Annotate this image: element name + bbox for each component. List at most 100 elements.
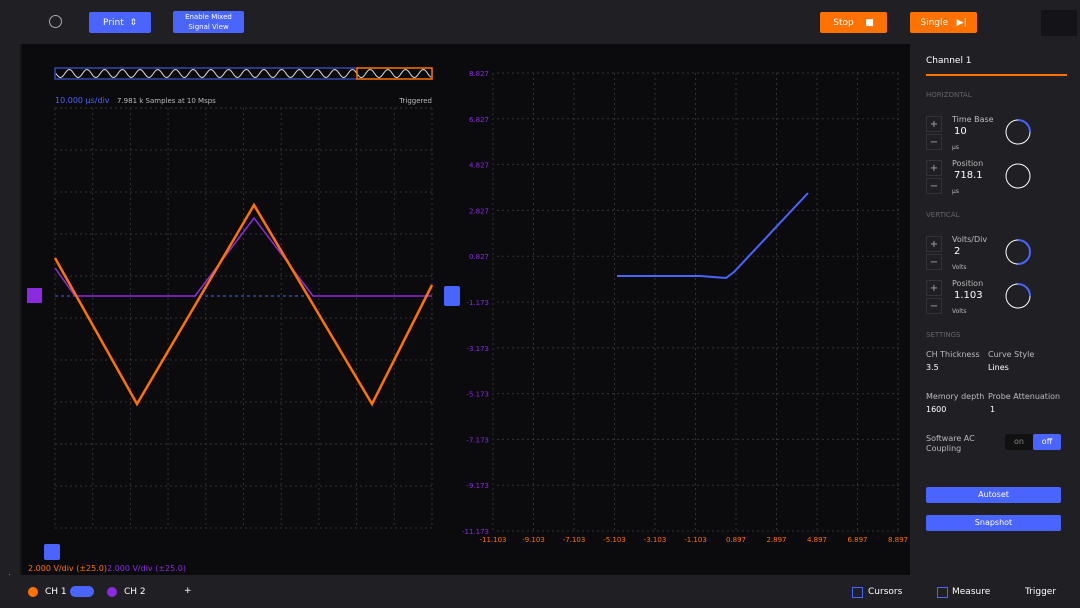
x-axis-label: -9.103 [522,536,545,544]
memory-depth-value[interactable]: 1600 [926,405,947,414]
measure-label[interactable]: Measure [952,587,991,597]
x-axis-label: -7.103 [563,536,586,544]
section-vertical: VERTICAL [926,211,960,219]
v-position-unit[interactable]: Volts [952,308,967,315]
ch1-scale: 2.000 V/div (±25.0) [28,564,107,573]
ch1-menu[interactable] [70,586,94,597]
ac-coupling-label: Software AC Coupling [926,434,975,453]
curve-style-value[interactable]: Lines [988,363,1009,372]
ch1-trace [53,202,434,407]
add-channel[interactable]: + [184,586,192,596]
probe-value[interactable]: 1 [990,405,996,414]
menu-button[interactable] [1041,10,1077,36]
plus[interactable]: + [926,236,942,252]
single-button[interactable]: Single ▶| [910,12,977,33]
print-label: Print [103,17,124,28]
cursors-check[interactable] [852,587,863,598]
section-horizontal: HORIZONTAL [926,91,972,99]
y-axis-label: -9.173 [466,482,489,490]
single-label: Single [920,17,949,28]
bottom-bar: CH 1 CH 2 + Cursors Measure Trigger [0,575,1080,608]
time-grid [54,107,433,529]
ch2-dot[interactable] [107,587,117,597]
y-axis-label: 8.827 [469,70,489,78]
minus[interactable]: − [926,254,942,270]
plus[interactable]: + [926,280,942,296]
volts-div-unit[interactable]: Volts [952,264,967,271]
h-position-unit[interactable]: µs [952,188,959,195]
knobs [1005,119,1031,309]
ch1-label[interactable]: CH 1 [45,587,67,597]
snapshot-button[interactable]: Snapshot [926,515,1061,531]
time-base-unit[interactable]: µs [952,144,959,151]
x-axis-label: 4.897 [807,536,827,544]
y-axis-label: -11.173 [462,528,489,536]
probe-label: Probe Attenuation [988,392,1061,401]
sidebar [0,44,20,575]
scroll-left[interactable] [44,544,60,560]
samples: 7.981 k Samples at 10 Msps [117,97,216,105]
x-axis-label: 6.897 [847,536,867,544]
ch-thickness-label: CH Thickness [926,350,980,359]
time-div: 10.000 µs/div [55,96,110,105]
y-axis-label: 4.827 [469,162,489,170]
ch2-marker[interactable] [27,288,42,303]
x-axis-label: 2.897 [766,536,786,544]
xy-grid [492,72,900,532]
mixed-signal-button[interactable]: Enable Mixed Signal View [173,11,244,33]
curve-style-label: Curve Style [988,350,1035,359]
y-axis-label: 6.827 [469,116,489,124]
trigger-marker[interactable] [444,286,460,306]
y-axis-label: -1.173 [466,299,489,307]
xy-labels: 8.827 6.827 4.827 2.827 0.827 -1.173 -3.173 -5.… [462,70,908,544]
x-axis-label: 8.897 [888,536,908,544]
trigger-status: Triggered [398,97,432,105]
x-axis-label: 0.897 [726,536,746,544]
v-position-value[interactable]: 1.103 [954,290,983,301]
stop-button[interactable]: Stop ■ [820,12,887,33]
plus[interactable]: + [926,116,942,132]
title-underline [926,74,1067,76]
minus[interactable]: − [926,178,942,194]
section-settings: SETTINGS [926,331,961,339]
plus[interactable]: + [926,160,942,176]
y-axis-label: -5.173 [466,391,489,399]
x-axis-label: -1.103 [684,536,707,544]
on-toggle[interactable]: on [1005,434,1033,450]
off-toggle[interactable]: off [1033,434,1061,450]
y-axis-label: -7.173 [466,436,489,444]
x-axis-label: -11.103 [479,536,506,544]
y-axis-label: -3.173 [466,345,489,353]
plots: 10.000 µs/div 7.981 k Samples at 10 Msps… [22,44,910,575]
x-axis-label: -5.103 [603,536,626,544]
minus[interactable]: − [926,298,942,314]
panel-title: Channel 1 [926,56,972,66]
measure-check[interactable] [937,587,948,598]
memory-depth-label: Memory depth [926,392,985,401]
y-axis-label: 2.827 [469,207,489,215]
cursors-label[interactable]: Cursors [868,587,903,597]
toolbar [0,0,910,44]
minus[interactable]: − [926,134,942,150]
stop-label: Stop [833,17,854,28]
xy-trace [617,192,809,280]
trigger-label[interactable]: Trigger [1025,587,1057,597]
ch2-scale: 2.000 V/div (±25.0) [107,564,186,573]
h-position-value[interactable]: 718.1 [954,170,983,181]
ch-thickness-value[interactable]: 3.5 [926,363,939,372]
settings-panel: Channel 1 HORIZONTAL + − Time Base 10 µs… [910,0,1080,575]
info-icon[interactable] [49,15,62,28]
autoset-button[interactable]: Autoset [926,487,1061,503]
print-button[interactable]: Print ⇕ [89,12,151,33]
minimap-window [356,67,433,80]
time-base-value[interactable]: 10 [954,126,967,137]
ch2-label[interactable]: CH 2 [124,587,146,597]
ch1-dot[interactable] [28,587,38,597]
v-position-label: Position [952,279,984,288]
y-axis-label: 0.827 [469,253,489,261]
x-axis-label: -3.103 [644,536,667,544]
volts-div-value[interactable]: 2 [954,246,961,257]
minimap-wave [55,68,432,79]
volts-div-label: Volts/Div [952,235,988,244]
